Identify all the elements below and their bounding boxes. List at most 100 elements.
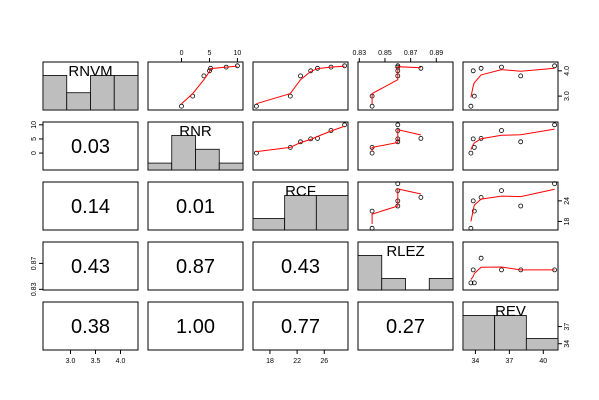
scatter-point-rlez-vs-rev-1 [470, 267, 476, 273]
scatter-point-rnvm-vs-rev-5 [518, 73, 524, 79]
scatter-point-rlez-vs-rev-3 [478, 255, 484, 261]
variable-name-rlez: RLEZ [386, 243, 424, 260]
histogram-bar-rlez-0 [357, 255, 383, 291]
correlation-label-r1-c0: 0.03 [71, 136, 110, 158]
scatter-point-rlez-vs-rev-4 [499, 267, 504, 273]
panel-frame-r0-c1 [147, 61, 244, 111]
histogram-bar-rnvm-3 [113, 75, 139, 111]
left-tick-label-r1-0: 0 [31, 151, 38, 155]
scatter-point-rnvm-vs-rlez-6 [418, 65, 424, 71]
scatter-point-rnvm-vs-rnr-0 [179, 103, 184, 109]
panel-frame-r1-c0 [42, 121, 139, 171]
correlation-label-r3-c2: 0.43 [281, 256, 320, 278]
scatter-point-rnvm-vs-rcf-0 [253, 103, 259, 109]
smoother-line-rnvm-vs-rlez [371, 66, 421, 104]
top-tick-label-c3-1: 0.85 [378, 50, 392, 57]
panel-frame-r1-c2 [252, 121, 349, 171]
panel-frame-r0-c4 [462, 61, 559, 111]
panel-frame-r4-c2 [252, 301, 349, 351]
bottom-tick-label-c4-2: 40 [539, 358, 547, 365]
scatter-point-rcf-vs-rev-1 [470, 198, 476, 204]
left-tick-label-r3-1: 0.87 [31, 256, 38, 270]
scatter-point-rnvm-vs-rcf-2 [298, 73, 303, 79]
smoother-line-rlez-vs-rev [470, 266, 555, 280]
scatter-point-rcf-vs-rev-6 [552, 181, 557, 187]
histogram-bar-rnr-2 [195, 148, 220, 171]
scatter-point-rnvm-vs-rev-1 [470, 68, 476, 74]
histogram-bar-rnvm-0 [42, 75, 68, 111]
scatter-point-rcf-vs-rev-4 [499, 188, 504, 194]
scatter-point-rnr-vs-rlez-5 [395, 122, 401, 128]
scatter-point-rcf-vs-rev-2 [471, 208, 477, 214]
panel-frame-r4-c0 [42, 301, 139, 351]
correlation-label-r2-c1: 0.01 [176, 196, 215, 218]
bottom-tick-label-c0-2: 4.0 [116, 358, 126, 365]
scatter-point-rnvm-vs-rev-0 [468, 103, 474, 109]
top-tick-label-c1-0: 0 [180, 50, 184, 57]
histogram-bar-rev-1 [494, 315, 527, 351]
scatter-point-rnr-vs-rev-4 [499, 128, 504, 133]
correlation-label-r3-c1: 0.87 [176, 256, 215, 278]
correlation-label-r3-c0: 0.43 [71, 256, 110, 278]
right-tick-label-r0-0: 3.0 [564, 91, 571, 101]
scatter-point-rcf-vs-rlez-1 [369, 208, 375, 214]
panel-frame-r0-c2 [252, 61, 349, 111]
correlation-label-r4-c1: 1.00 [176, 316, 215, 338]
smoother-line-rnvm-vs-rev [470, 67, 555, 98]
scatter-point-rcf-vs-rev-5 [518, 203, 524, 209]
correlation-label-r4-c0: 0.38 [71, 316, 110, 338]
smoother-line-rnvm-vs-rnr [181, 65, 238, 105]
histogram-bar-rnvm-2 [90, 75, 115, 111]
scatter-point-rnvm-vs-rnr-3 [207, 68, 212, 74]
histogram-bar-rcf-2 [315, 195, 349, 231]
smoother-line-rnr-vs-rlez [371, 128, 422, 152]
histogram-bar-rev-0 [462, 315, 496, 351]
histogram-bar-rnr-0 [147, 162, 173, 171]
panel-frame-r0-c3 [357, 61, 454, 111]
bottom-tick-label-c2-0: 18 [266, 358, 274, 365]
histogram-bar-rcf-0 [252, 218, 286, 231]
bottom-tick-label-c0-0: 3.0 [66, 358, 76, 365]
top-tick-label-c3-0: 0.83 [352, 50, 366, 57]
histogram-bar-rcf-1 [284, 195, 317, 231]
panel-frame-r3-c0 [42, 241, 139, 291]
top-tick-label-c3-3: 0.89 [429, 50, 443, 57]
variable-name-rcf: RCF [285, 183, 316, 200]
right-tick-label-r2-0: 18 [564, 217, 571, 225]
bottom-tick-label-c4-0: 34 [472, 358, 480, 365]
histogram-bar-rnvm-1 [66, 92, 91, 111]
panel-frame-r2-c0 [42, 181, 139, 231]
smoother-line-rnr-vs-rcf [256, 125, 345, 153]
scatter-point-rcf-vs-rlez-0 [369, 225, 375, 231]
smoother-line-rcf-vs-rlez [371, 188, 422, 224]
panel-frame-r1-c3 [357, 121, 454, 171]
panel-frame-r4-c1 [147, 301, 244, 351]
panel-frame-r2-c4 [462, 181, 559, 231]
top-tick-label-c3-2: 0.87 [404, 50, 418, 57]
scatter-point-rcf-vs-rlez-5 [395, 181, 401, 187]
bottom-tick-label-c4-1: 37 [505, 358, 513, 365]
correlation-label-r4-c2: 0.77 [281, 316, 320, 338]
scatter-point-rnvm-vs-rcf-1 [287, 93, 293, 99]
top-tick-label-c1-1: 5 [208, 50, 212, 57]
histogram-bar-rnr-3 [218, 162, 244, 171]
scatter-point-rnvm-vs-rev-3 [478, 65, 484, 71]
panel-frame-r2-c3 [357, 181, 454, 231]
histogram-bar-rlez-1 [381, 278, 406, 291]
top-tick-label-c1-2: 10 [234, 50, 242, 57]
smoother-line-rcf-vs-rev [470, 188, 555, 222]
variable-name-rev: REV [495, 303, 526, 320]
smoother-line-rnvm-vs-rcf [256, 65, 345, 105]
histogram-bar-rlez-3 [428, 278, 454, 291]
scatter-point-rcf-vs-rev-0 [468, 225, 474, 231]
scatter-point-rnr-vs-rev-6 [552, 122, 557, 128]
bottom-tick-label-c0-1: 3.5 [91, 358, 101, 365]
correlation-label-r4-c3: 0.27 [386, 316, 425, 338]
scatter-point-rnr-vs-rev-1 [470, 136, 476, 142]
panel-frame-r2-c1 [147, 181, 244, 231]
panel-frame-r3-c2 [252, 241, 349, 291]
smoother-line-rnr-vs-rev [470, 128, 555, 150]
scatter-point-rnr-vs-rcf-6 [342, 122, 348, 128]
bottom-tick-label-c2-1: 22 [293, 358, 301, 365]
